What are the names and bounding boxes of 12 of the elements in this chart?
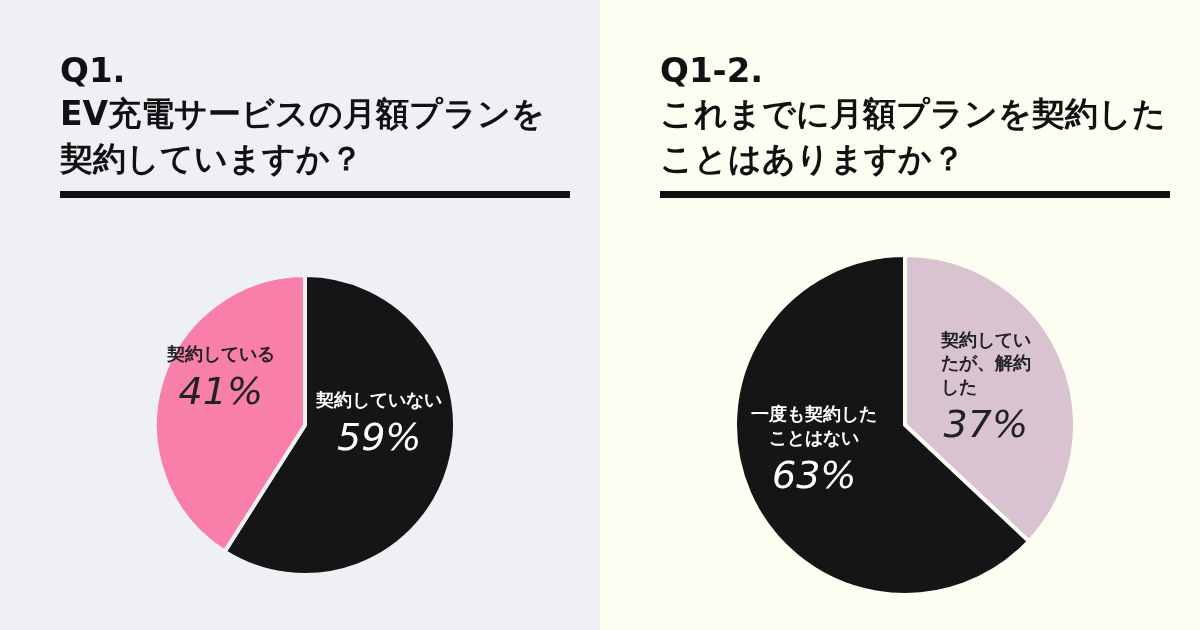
- data-label: 63%: [770, 452, 858, 497]
- slice-label: 契約していない: [315, 388, 444, 412]
- data-label: 41%: [177, 369, 264, 414]
- slice-label: 一度も契約したことはない: [750, 402, 879, 449]
- chart-title: Q1-2.: [660, 49, 765, 92]
- data-label: 37%: [942, 402, 1030, 447]
- data-label: 59%: [336, 415, 423, 460]
- slice-label: 契約している: [165, 341, 276, 366]
- chart-subtitle: これまでに月額プランを契約したことはありますか？: [660, 93, 1167, 180]
- slice-label: 契約していたが、解約した: [940, 327, 1031, 399]
- chart-subtitle: EV充電サービスの月額プランを契約していますか？: [60, 93, 547, 180]
- chart-title: Q1.: [60, 49, 127, 92]
